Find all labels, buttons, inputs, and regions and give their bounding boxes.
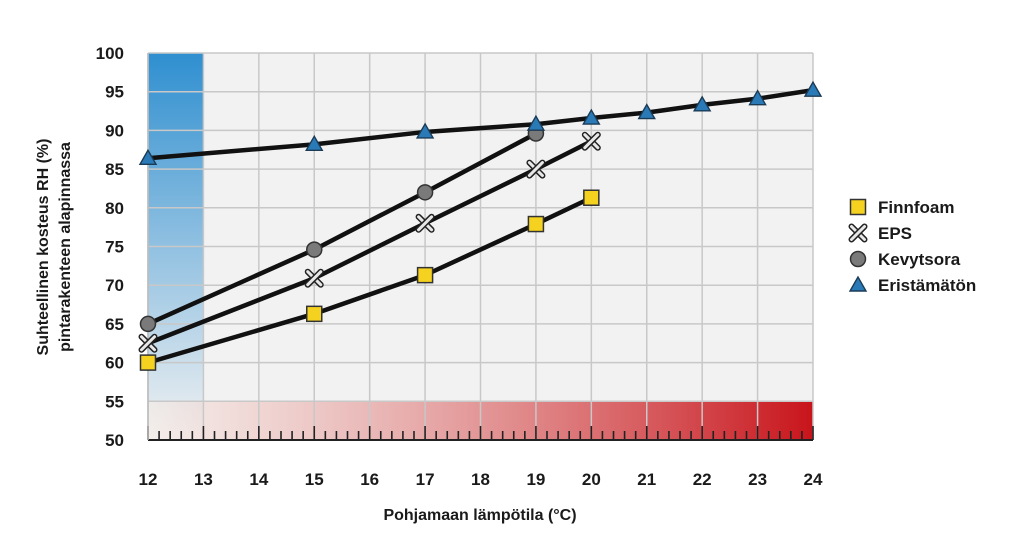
x-tick-label: 13: [194, 470, 213, 489]
data-point-finnfoam: [527, 215, 545, 233]
data-point-erist-m-t-n: [748, 89, 767, 106]
y-tick-label: 100: [96, 44, 124, 63]
data-point-erist-m-t-n: [415, 122, 435, 139]
y-tick-label: 50: [105, 431, 124, 450]
data-point-erist-m-t-n: [582, 108, 601, 125]
x-tick-label: 12: [139, 470, 158, 489]
legend-marker-eps: [848, 223, 868, 243]
marker-x-fill: [417, 215, 434, 232]
data-point-eps: [138, 333, 158, 353]
x-tick-label: 16: [360, 470, 379, 489]
marker-x-fill: [850, 225, 866, 241]
x-tick-label: 19: [526, 470, 545, 489]
legend-label-erist-m-t-n: Eristämätön: [878, 276, 976, 295]
data-point-eps: [304, 268, 324, 288]
data-point-eps: [581, 131, 601, 151]
y-tick-label: 70: [105, 276, 124, 295]
y-tick-label: 65: [105, 315, 124, 334]
y-tick-label: 55: [105, 392, 124, 411]
data-point-erist-m-t-n: [637, 103, 656, 120]
y-axis-title-line-2: pintarakenteen alapinnassa: [57, 142, 74, 352]
legend-marker-erist-m-t-n: [848, 275, 868, 292]
y-tick-labels: 50 55 60 65 70 75 80 85 90 95 100: [96, 44, 124, 450]
marker-x-fill: [306, 270, 323, 287]
data-point-finnfoam: [306, 305, 323, 323]
legend: Finnfoam EPS Kevytsora Eristämätön: [848, 198, 976, 295]
data-point-finnfoam: [416, 266, 434, 284]
data-point-erist-m-t-n: [138, 148, 158, 165]
data-point-erist-m-t-n: [526, 114, 546, 131]
x-tick-label: 20: [582, 470, 601, 489]
legend-marker-kevytsora: [849, 250, 867, 268]
data-point-erist-m-t-n: [692, 95, 712, 112]
data-point-eps: [526, 159, 546, 179]
x-tick-label: 15: [305, 470, 324, 489]
data-point-kevytsora: [139, 315, 157, 333]
series-markers: [138, 80, 823, 371]
x-tick-label: 17: [416, 470, 435, 489]
data-point-erist-m-t-n: [803, 80, 823, 97]
minor-ticks: [147, 426, 814, 440]
data-point-eps: [415, 213, 435, 233]
y-tick-label: 90: [105, 121, 124, 140]
x-axis-title: Pohjamaan lämpötila (°C): [383, 507, 576, 524]
y-axis-title-line-1: Suhteellinen kosteus RH (%): [35, 139, 52, 356]
series-line-kevytsora: [147, 131, 537, 326]
marker-x-fill: [583, 133, 600, 150]
data-point-erist-m-t-n: [305, 134, 324, 152]
marker-x-fill: [140, 335, 156, 352]
x-tick-label: 21: [637, 470, 656, 489]
data-point-finnfoam: [583, 189, 600, 206]
data-point-finnfoam: [139, 354, 157, 371]
y-tick-label: 95: [105, 83, 124, 102]
x-tick-label: 23: [748, 470, 767, 489]
y-tick-label: 75: [105, 238, 124, 257]
x-tick-label: 24: [804, 470, 823, 489]
axes: [147, 53, 813, 441]
y-tick-label: 60: [105, 354, 124, 373]
data-point-kevytsora: [306, 241, 323, 258]
data-point-kevytsora: [416, 184, 434, 201]
x-tick-label: 18: [471, 470, 490, 489]
legend-marker-finnfoam: [849, 198, 867, 216]
legend-label-kevytsora: Kevytsora: [878, 250, 961, 269]
y-tick-label: 85: [105, 160, 124, 179]
legend-label-finnfoam: Finnfoam: [878, 198, 955, 217]
marker-x-fill: [527, 161, 544, 178]
y-tick-label: 80: [105, 199, 124, 218]
legend-label-eps: EPS: [878, 224, 912, 243]
x-tick-labels: 12 13 14 15 16 17 18 19 20 21 22 23 24: [139, 470, 823, 489]
x-tick-label: 14: [249, 470, 268, 489]
x-tick-label: 22: [693, 470, 712, 489]
